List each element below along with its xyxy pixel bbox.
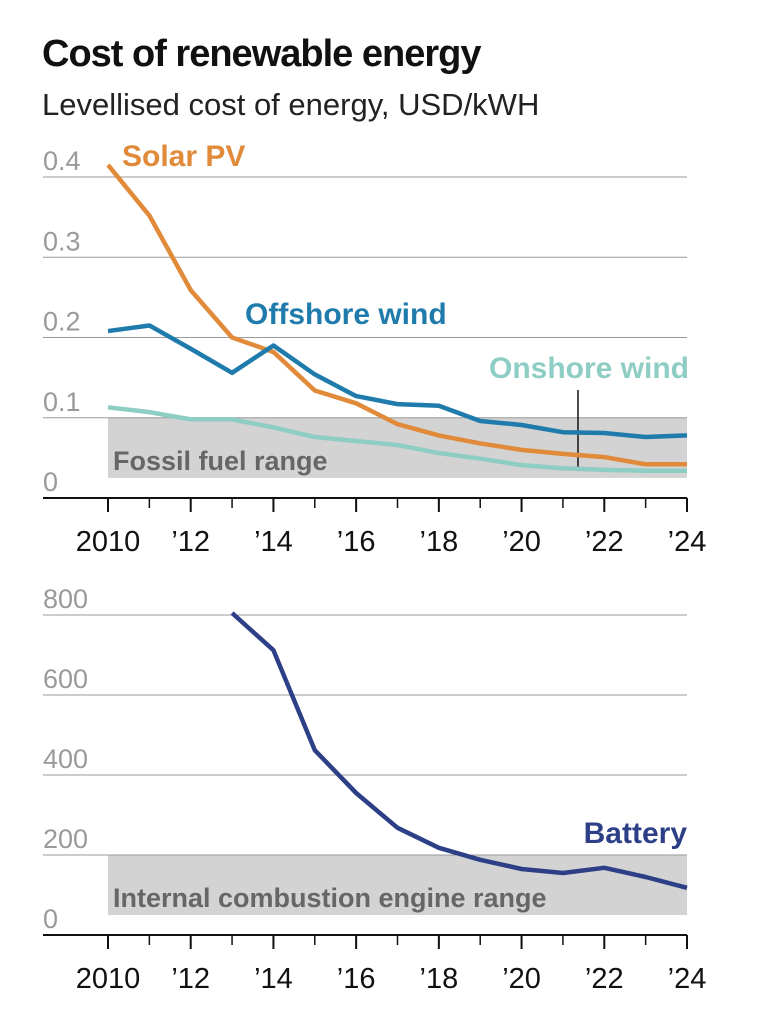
y-tick-label: 200 [43,824,88,854]
x-tick-label: ’22 [585,963,624,995]
x-tick-label: ’24 [668,963,707,995]
series-line [106,163,687,467]
series-label: Onshore wind [489,352,689,385]
x-tick-label: ’16 [337,963,376,995]
series-label: Solar PV [122,140,245,173]
y-tick-label: 0.3 [43,226,81,256]
y-tick-label: 0 [43,467,58,497]
y-tick-label: 600 [43,664,88,694]
x-tick-label: ’22 [585,526,624,558]
x-tick-label: 2010 [76,526,141,558]
x-tick-label: 2010 [76,963,141,995]
series-line [107,323,688,440]
series-line [230,611,688,890]
x-tick-label: ’12 [171,526,210,558]
y-tick-label: 0.1 [43,387,81,417]
y-tick-label: 0.4 [43,146,81,176]
x-tick-label: ’16 [337,526,376,558]
title: Cost of renewable energy [42,33,481,75]
y-tick-label: 800 [43,584,88,614]
series-label: Battery [584,817,688,850]
y-tick-label: 400 [43,744,88,774]
y-tick-label: 0 [43,904,58,934]
x-tick-label: ’12 [171,963,210,995]
series-label: Offshore wind [245,298,447,331]
y-tick-label: 0.2 [43,307,81,337]
x-tick-label: ’20 [502,963,541,995]
x-tick-label: ’14 [254,963,293,995]
x-tick-label: ’18 [420,526,459,558]
subtitle: Levellised cost of energy, USD/kWH [42,87,539,122]
x-tick-label: ’18 [420,963,459,995]
x-tick-label: ’24 [668,526,707,558]
x-tick-label: ’20 [502,526,541,558]
range-label: Internal combustion engine range [113,883,547,913]
range-band [108,855,687,915]
x-tick-label: ’14 [254,526,293,558]
series-line [107,405,687,473]
range-label: Fossil fuel range [113,446,328,476]
